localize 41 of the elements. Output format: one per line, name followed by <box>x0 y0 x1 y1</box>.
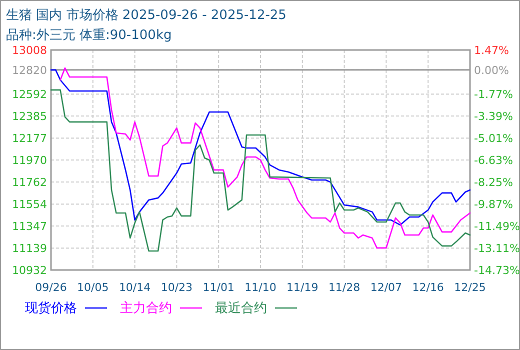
y2-tick-label: -5.01% <box>474 132 513 145</box>
x-tick-label: 10/14 <box>118 281 151 294</box>
y2-tick-label: 0.00% <box>474 64 509 77</box>
x-tick-label: 10/23 <box>160 281 193 294</box>
legend-label: 现货价格 <box>25 301 77 316</box>
y2-tick-label: -6.63% <box>474 154 513 167</box>
y-tick-label: 11347 <box>12 220 47 234</box>
x-tick-label: 12/25 <box>454 281 486 294</box>
y-tick-label: 11970 <box>12 154 47 167</box>
chart-title: 生猪 国内 市场价格 2025-09-26 - 2025-12-25 <box>6 8 286 23</box>
y2-tick-label: -11.49% <box>474 220 520 233</box>
x-tick-label: 09/26 <box>35 281 67 294</box>
x-tick-label: 12/07 <box>370 281 402 294</box>
y2-tick-label: -9.87% <box>474 198 513 211</box>
line-series <box>60 67 471 249</box>
legend-label: 主力合约 <box>120 300 172 316</box>
y2-tick-label: -14.73% <box>474 264 520 277</box>
x-tick-label: 11/19 <box>286 281 318 294</box>
x-tick-label: 10/05 <box>77 281 109 294</box>
y-tick-label: 11554 <box>12 198 47 212</box>
chart-subtitle: 品种:外三元 体重:90-100kg <box>6 28 172 43</box>
y2-tick-label: -8.25% <box>474 176 513 189</box>
y2-tick-label: -13.11% <box>474 242 520 255</box>
y2-tick-label: -1.77% <box>474 88 513 101</box>
x-tick-label: 11/28 <box>328 281 360 294</box>
y-tick-label: 12592 <box>12 88 47 102</box>
y-tick-label: 12820 <box>12 64 47 77</box>
y2-tick-label: -3.39% <box>474 110 513 123</box>
y2-tick-label: 1.47% <box>474 44 509 57</box>
legend-label: 最近合约 <box>215 301 267 316</box>
y-tick-label: 12177 <box>12 132 47 146</box>
x-tick-label: 11/10 <box>244 281 276 294</box>
y-tick-label: 11139 <box>12 242 47 256</box>
y-tick-label: 13008 <box>12 44 47 57</box>
y-tick-label: 11762 <box>12 176 47 190</box>
x-tick-label: 12/16 <box>412 281 444 294</box>
y-tick-label: 12385 <box>12 110 47 124</box>
line-series <box>50 89 471 252</box>
y-tick-label: 10932 <box>12 264 47 277</box>
line-series <box>50 69 471 226</box>
x-tick-label: 11/01 <box>202 281 234 294</box>
